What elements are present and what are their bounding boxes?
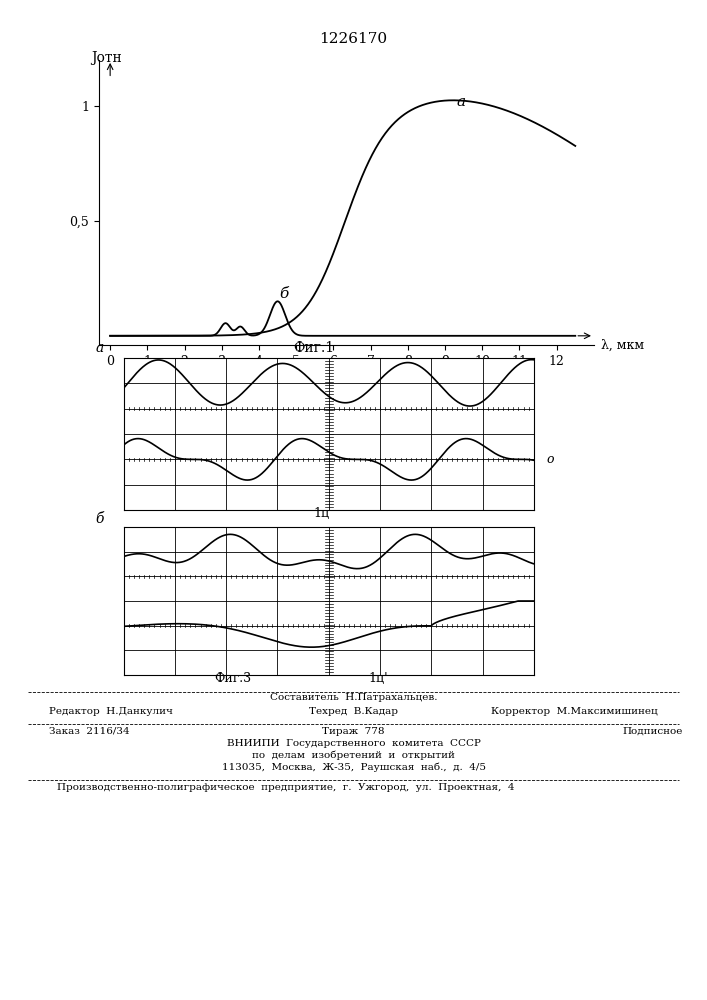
Text: Составитель  Н.Патрахальцев.: Составитель Н.Патрахальцев. — [270, 693, 437, 702]
Text: 1ц': 1ц' — [368, 672, 388, 685]
Text: Редактор  Н.Данкулич: Редактор Н.Данкулич — [49, 707, 173, 716]
Text: Корректор  М.Максимишинец: Корректор М.Максимишинец — [491, 707, 658, 716]
Text: 113035,  Москва,  Ж-35,  Раушская  наб.,  д.  4/5: 113035, Москва, Ж-35, Раушская наб., д. … — [221, 762, 486, 772]
Text: Фиг.3: Фиг.3 — [215, 672, 252, 685]
Text: по  делам  изобретений  и  открытий: по делам изобретений и открытий — [252, 750, 455, 760]
Text: λ, мкм: λ, мкм — [602, 338, 645, 352]
Text: Техред  В.Кадар: Техред В.Кадар — [309, 707, 398, 716]
Text: б: б — [279, 287, 288, 301]
Text: a: a — [95, 341, 104, 355]
Text: a: a — [456, 95, 465, 109]
Text: 1ц: 1ц — [314, 507, 329, 520]
Text: ВНИИПИ  Государственного  комитета  СССР: ВНИИПИ Государственного комитета СССР — [226, 739, 481, 748]
Text: Заказ  2116/34: Заказ 2116/34 — [49, 727, 130, 736]
Text: Фиг.1: Фиг.1 — [293, 341, 334, 355]
Text: б: б — [95, 512, 104, 526]
Text: Тираж  778: Тираж 778 — [322, 727, 385, 736]
Text: 1226170: 1226170 — [320, 32, 387, 46]
Text: o: o — [546, 453, 554, 466]
Text: Подписное: Подписное — [622, 727, 682, 736]
Text: Производственно-полиграфическое  предприятие,  г.  Ужгород,  ул.  Проектная,  4: Производственно-полиграфическое предприя… — [57, 783, 514, 792]
Text: Jотн: Jотн — [91, 51, 122, 65]
